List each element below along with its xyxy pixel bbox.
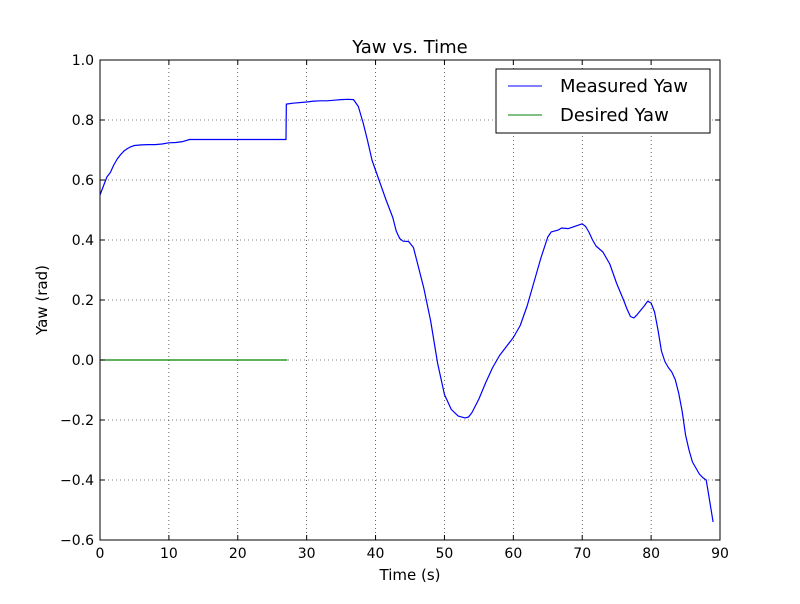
series-line-measured-yaw [99,98,714,523]
x-tick-label: 90 [711,546,729,562]
x-tick-label: 50 [436,546,454,562]
legend: Measured Yaw Desired Yaw [495,68,711,134]
y-tick-label: −0.6 [60,533,94,549]
x-tick-label: 20 [229,546,247,562]
x-tick-label: 80 [642,546,660,562]
legend-label-desired-yaw: Desired Yaw [560,105,669,126]
legend-label-measured-yaw: Measured Yaw [560,76,688,97]
x-axis-label: Time (s) [379,566,441,584]
series-lines [99,98,714,523]
x-tick-label: 70 [573,546,591,562]
chart-title: Yaw vs. Time [351,37,468,58]
y-tick-label: 1.0 [72,53,94,69]
y-tick-label: 0.2 [72,293,94,309]
y-tick-label: −0.4 [60,473,94,489]
y-tick-label: 0.0 [72,353,94,369]
legend-box [495,68,711,134]
y-tick-label: 0.8 [72,113,94,129]
x-tick-label: 60 [504,546,522,562]
y-tick-label: 0.6 [72,173,94,189]
y-tick-label: 0.4 [72,233,94,249]
x-tick-label: 40 [367,546,385,562]
x-tick-label: 10 [160,546,178,562]
y-axis-label: Yaw (rad) [33,265,51,336]
axis-ticks: 0 10 20 30 40 50 60 70 80 90 −0.6 −0.4 −0.2 0.0 0.2 0.4… [60,53,729,562]
x-tick-label: 0 [96,546,105,562]
x-tick-label: 30 [298,546,316,562]
y-tick-label: −0.2 [60,413,94,429]
